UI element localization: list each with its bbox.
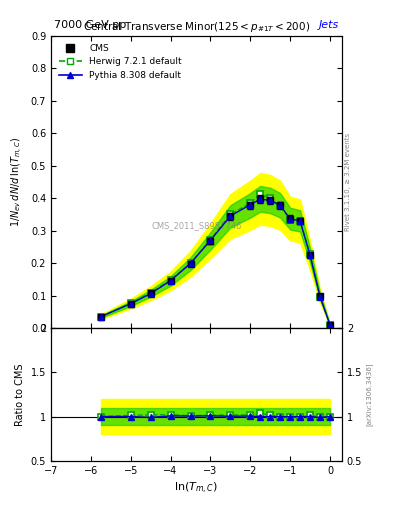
Pythia 8.308 default — [308, 252, 312, 259]
Pythia 8.308 default — [148, 290, 153, 296]
Herwig 7.2.1 default — [248, 200, 253, 206]
Pythia 8.308 default — [248, 202, 253, 208]
Text: 7000 GeV pp: 7000 GeV pp — [54, 20, 126, 30]
X-axis label: $\ln(T_{m,C})$: $\ln(T_{m,C})$ — [174, 481, 219, 496]
Pythia 8.308 default — [318, 293, 322, 300]
Pythia 8.308 default — [168, 278, 173, 284]
Herwig 7.2.1 default — [228, 211, 233, 218]
Herwig 7.2.1 default — [208, 237, 213, 243]
Herwig 7.2.1 default — [328, 322, 332, 328]
Line: Pythia 8.308 default: Pythia 8.308 default — [101, 199, 330, 325]
Pythia 8.308 default — [208, 237, 213, 243]
Pythia 8.308 default — [129, 301, 133, 307]
Pythia 8.308 default — [328, 322, 332, 328]
Pythia 8.308 default — [268, 197, 273, 203]
Pythia 8.308 default — [298, 218, 303, 224]
Legend: CMS, Herwig 7.2.1 default, Pythia 8.308 default: CMS, Herwig 7.2.1 default, Pythia 8.308 … — [55, 40, 185, 83]
Herwig 7.2.1 default — [148, 290, 153, 296]
Y-axis label: $1/N_{ev}\,dN/d\,\ln(T_{m,C})$: $1/N_{ev}\,dN/d\,\ln(T_{m,C})$ — [10, 137, 25, 227]
Herwig 7.2.1 default — [99, 313, 103, 319]
Pythia 8.308 default — [188, 260, 193, 266]
Herwig 7.2.1 default — [278, 203, 283, 209]
Pythia 8.308 default — [278, 202, 283, 208]
Herwig 7.2.1 default — [308, 251, 312, 257]
Pythia 8.308 default — [99, 313, 103, 319]
Herwig 7.2.1 default — [258, 191, 263, 197]
Herwig 7.2.1 default — [298, 218, 303, 224]
Title: Central Transverse Minor$(125 < p_{\#1T} < 200)$: Central Transverse Minor$(125 < p_{\#1T}… — [83, 20, 310, 34]
Text: Jets: Jets — [319, 20, 339, 30]
Herwig 7.2.1 default — [129, 300, 133, 306]
Herwig 7.2.1 default — [268, 195, 273, 201]
Text: [arXiv:1306.3436]: [arXiv:1306.3436] — [365, 362, 372, 426]
Pythia 8.308 default — [288, 216, 292, 222]
Herwig 7.2.1 default — [188, 260, 193, 266]
Pythia 8.308 default — [258, 196, 263, 202]
Text: Rivet 3.1.10, ≥ 3.2M events: Rivet 3.1.10, ≥ 3.2M events — [345, 133, 351, 231]
Pythia 8.308 default — [228, 213, 233, 219]
Y-axis label: Ratio to CMS: Ratio to CMS — [15, 363, 25, 425]
Herwig 7.2.1 default — [318, 293, 322, 300]
Line: Herwig 7.2.1 default: Herwig 7.2.1 default — [101, 194, 330, 325]
Text: CMS_2011_S8957746: CMS_2011_S8957746 — [151, 221, 242, 230]
Herwig 7.2.1 default — [288, 217, 292, 223]
Herwig 7.2.1 default — [168, 277, 173, 283]
